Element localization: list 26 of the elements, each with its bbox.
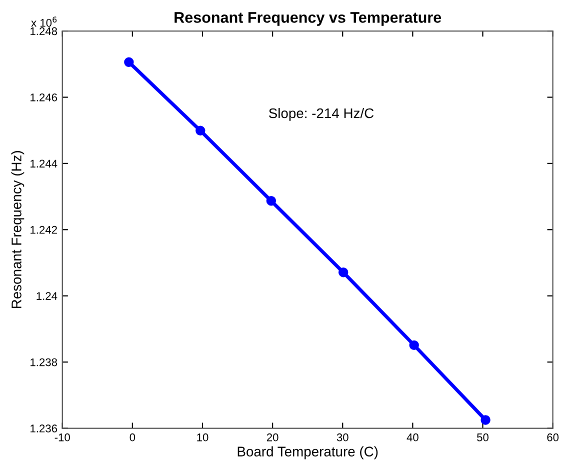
point <box>338 267 348 278</box>
x-tick-label: -10 <box>54 433 70 442</box>
y-tick-label: 1.242 <box>30 226 57 234</box>
y-tick-label: 1.248 <box>30 27 58 36</box>
point <box>266 196 276 206</box>
y-tick-label: 1.238 <box>30 358 58 366</box>
y-tick-label: 1.244 <box>30 160 58 168</box>
y-tick-label: 1.246 <box>30 93 58 102</box>
y-tick-label: 1.24 <box>36 292 58 300</box>
text: x 10$^{6}$ <box>31 16 57 27</box>
y-axis-title: Resonant Frequency (Hz) <box>11 150 24 308</box>
point <box>124 57 134 67</box>
x-tick-label: 20 <box>266 433 278 442</box>
y-tick-label: 1.236 <box>30 424 58 432</box>
point <box>409 340 419 350</box>
point <box>480 415 490 425</box>
x-tick-label: 60 <box>547 433 559 442</box>
x-tick-label: 50 <box>477 433 489 442</box>
x-tick-label: 10 <box>197 433 208 442</box>
chart-title: Resonant Frequency vs Temperature <box>174 12 442 26</box>
x-tick-label: 30 <box>336 433 348 442</box>
annotation: Slope: -214 Hz/C <box>268 108 374 121</box>
x-tick-label: 40 <box>406 433 418 442</box>
x-tick-label: 0 <box>130 433 136 442</box>
point <box>196 126 206 136</box>
x-axis-title: Board Temperature (C) <box>238 446 378 460</box>
